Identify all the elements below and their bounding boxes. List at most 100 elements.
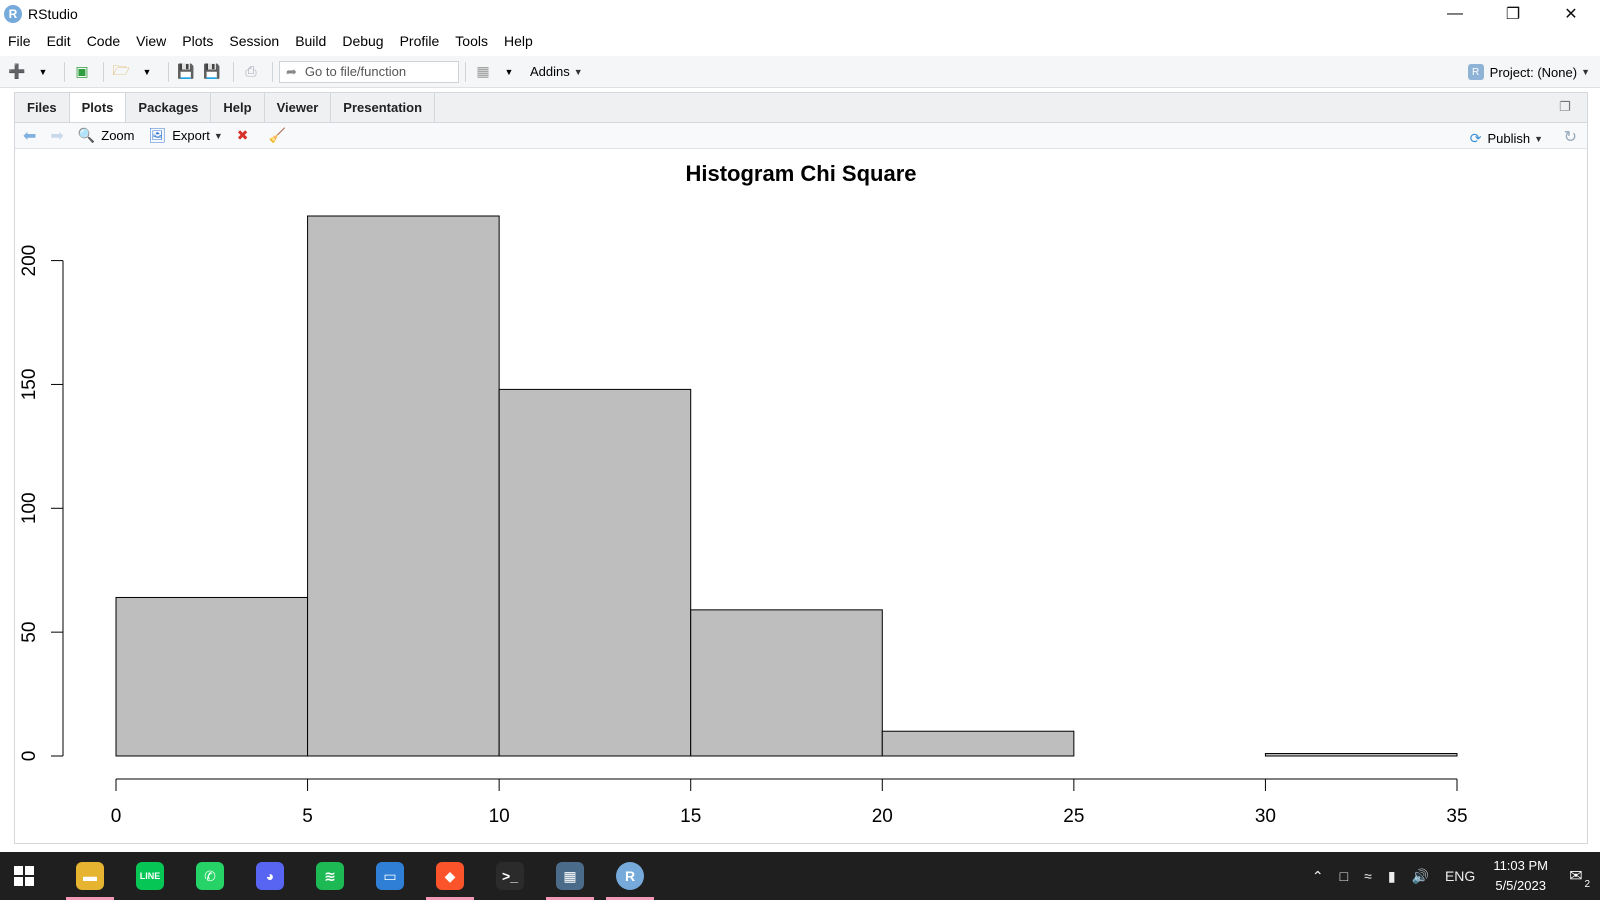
save-icon[interactable]: 💾 (177, 63, 195, 79)
start-button[interactable] (0, 852, 48, 900)
refresh-icon[interactable]: ↻ (1563, 129, 1577, 146)
chevron-down-icon[interactable]: ▼ (142, 66, 152, 77)
notification-icon: ✉ (1569, 868, 1583, 885)
chevron-down-icon: ▼ (213, 130, 223, 141)
toolbar-divider (103, 61, 104, 82)
minimize-button[interactable]: — (1447, 5, 1463, 22)
taskbar-app-rstudio[interactable]: R (600, 852, 660, 900)
taskbar-apps: ▬ LINE ✆ ◕ ≋ ▭ ◆ >_ ▦ R (60, 852, 660, 900)
forward-arrow-icon[interactable]: ➡ (50, 127, 64, 145)
addins-dropdown[interactable]: Addins ▼ (530, 64, 583, 79)
menu-plots[interactable]: Plots (182, 33, 214, 49)
close-button[interactable]: ✕ (1564, 6, 1578, 23)
menu-build[interactable]: Build (295, 33, 327, 49)
line-icon: LINE (136, 862, 164, 890)
export-button[interactable]: 🖼 Export ▼ (148, 127, 222, 144)
y-tick-label: 200 (19, 245, 40, 277)
toolbar-divider (64, 61, 65, 82)
rstudio-icon: R (616, 862, 644, 890)
new-file-icon[interactable]: ➕ (8, 63, 26, 79)
tab-packages[interactable]: Packages (126, 93, 212, 122)
menu-debug[interactable]: Debug (342, 33, 384, 49)
histogram-chart: Histogram Chi Square 0 50 100 150 200 0 5 10 15… (19, 161, 1468, 827)
taskbar-app-line[interactable]: LINE (120, 852, 180, 900)
taskbar-app-brave[interactable]: ◆ (420, 852, 480, 900)
menu-session[interactable]: Session (229, 33, 280, 49)
notification-button[interactable]: ✉ 2 (1562, 862, 1590, 890)
menu-view[interactable]: View (136, 33, 167, 49)
clear-plots-button[interactable]: 🧹 (269, 127, 292, 144)
chevron-down-icon[interactable]: ▼ (38, 66, 48, 77)
y-tick-label: 100 (19, 492, 40, 524)
title-bar: R RStudio — ❐ ✕ (0, 0, 1600, 28)
wifi-icon[interactable]: ≈ (1364, 868, 1372, 884)
open-folder-icon[interactable]: 🗁 (112, 61, 130, 78)
print-icon[interactable]: ⎙ (245, 63, 257, 79)
taskbar-app-terminal[interactable]: >_ (480, 852, 540, 900)
menu-tools[interactable]: Tools (455, 33, 488, 49)
back-arrow-icon[interactable]: ⬅ (23, 127, 37, 145)
active-indicator (66, 897, 114, 900)
taskbar-app-spotify[interactable]: ≋ (300, 852, 360, 900)
y-tick-label: 150 (19, 369, 40, 401)
zoom-button[interactable]: 🔍 Zoom (78, 127, 135, 144)
toolbar-divider (233, 61, 234, 82)
plot-toolbar: ⬅ ➡ 🔍 Zoom 🖼 Export ▼ ✖ 🧹 (15, 123, 1587, 149)
menu-help[interactable]: Help (503, 33, 533, 49)
battery-icon[interactable]: ▮ (1387, 867, 1396, 884)
save-all-icon[interactable]: 💾 (203, 63, 221, 79)
y-tick-label: 0 (19, 751, 40, 762)
x-tick-label: 25 (1063, 806, 1084, 827)
goto-arrow-icon: ➦ (286, 63, 297, 79)
toolbar-divider (168, 61, 169, 82)
taskbar-app-file-explorer[interactable]: ▬ (60, 852, 120, 900)
remove-plot-icon: ✖ (236, 127, 249, 143)
maximize-pane-icon[interactable]: ❐ (1559, 99, 1571, 114)
publish-icon: ⟳ (1469, 130, 1482, 146)
x-axis: 0 5 10 15 20 25 30 35 (111, 778, 1468, 827)
tab-help[interactable]: Help (211, 93, 265, 122)
tab-presentation[interactable]: Presentation (331, 93, 436, 122)
y-axis: 0 50 100 150 200 (19, 245, 64, 762)
plot-area: Histogram Chi Square 0 50 100 150 200 0 5 10 15… (15, 149, 1587, 843)
volume-icon[interactable]: 🔊 (1411, 867, 1429, 884)
tab-viewer[interactable]: Viewer (265, 93, 332, 122)
menu-code[interactable]: Code (86, 33, 121, 49)
x-tick-label: 20 (872, 806, 893, 827)
publish-label: Publish (1487, 131, 1531, 146)
tab-plots[interactable]: Plots (69, 93, 127, 122)
publish-button[interactable]: ⟳ Publish ▼ (1470, 130, 1543, 147)
language-indicator[interactable]: ENG (1444, 868, 1476, 884)
project-menu[interactable]: R Project: (None) ▼ (1467, 56, 1590, 88)
clock[interactable]: 11:03 PM 5/5/2023 (1493, 856, 1548, 896)
goto-placeholder: Go to file/function (304, 64, 407, 79)
restore-button[interactable]: ❐ (1505, 6, 1521, 23)
menu-file[interactable]: File (8, 33, 31, 49)
goto-file-input[interactable]: ➦ Go to file/function (279, 60, 459, 83)
whatsapp-icon: ✆ (196, 862, 224, 890)
menu-profile[interactable]: Profile (399, 33, 440, 49)
remove-plot-button[interactable]: ✖ (237, 127, 255, 144)
chart-title: Histogram Chi Square (685, 161, 916, 186)
taskbar-app-discord[interactable]: ◕ (240, 852, 300, 900)
grid-layout-icon[interactable]: ▦ (476, 63, 490, 79)
x-tick-label: 35 (1446, 806, 1467, 827)
device-icon[interactable]: □ (1339, 868, 1349, 884)
taskbar-app-calculator[interactable]: ▦ (540, 852, 600, 900)
windows-logo-icon (14, 866, 34, 886)
chevron-down-icon: ▼ (1581, 67, 1590, 77)
zoom-label: Zoom (101, 128, 135, 143)
terminal-icon: >_ (496, 862, 524, 890)
taskbar-app-whatsapp[interactable]: ✆ (180, 852, 240, 900)
toolbar-divider (272, 61, 273, 82)
histogram-bar-6 (1264, 753, 1458, 757)
window-controls: — ❐ ✕ (1426, 0, 1600, 28)
notepad-icon: ▭ (376, 862, 404, 890)
menu-edit[interactable]: Edit (46, 33, 71, 49)
chevron-up-icon[interactable]: ⌃ (1311, 867, 1324, 884)
taskbar-app-notepad[interactable]: ▭ (360, 852, 420, 900)
chevron-down-icon[interactable]: ▼ (504, 66, 514, 77)
new-project-icon[interactable]: ▣ (75, 63, 89, 79)
tab-files[interactable]: Files (15, 93, 70, 122)
zoom-icon: 🔍 (77, 127, 96, 143)
